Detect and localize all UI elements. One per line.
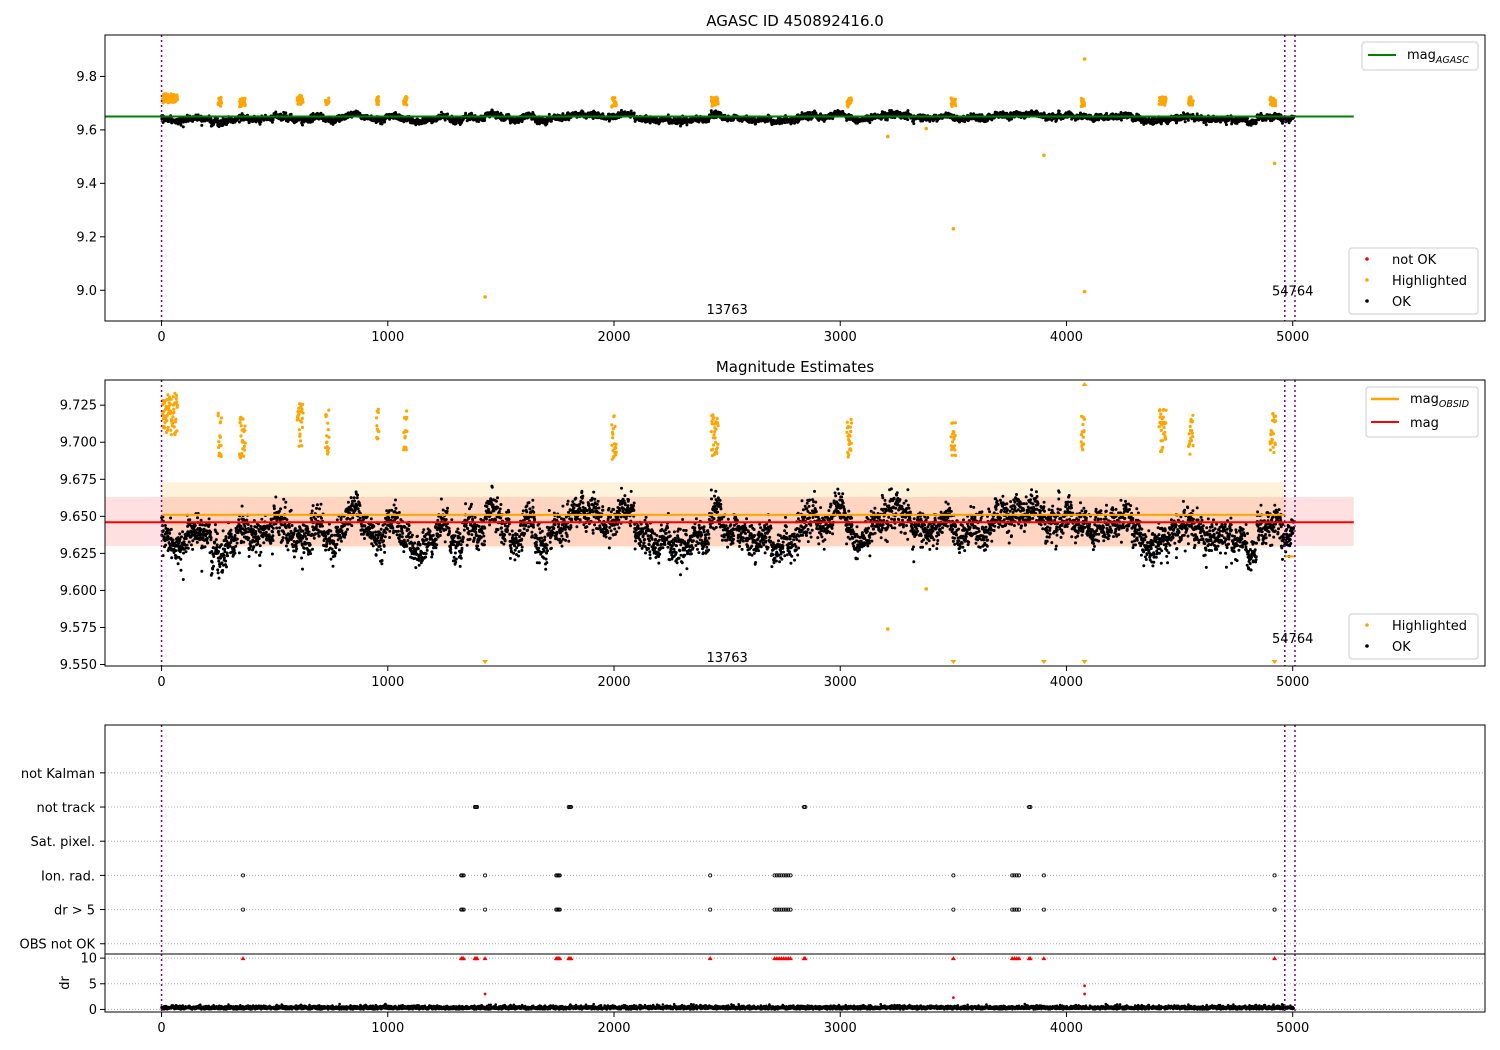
ok-point	[1204, 123, 1208, 127]
ok-point	[181, 125, 185, 129]
ok-point	[1119, 111, 1123, 114]
ok-point	[1281, 121, 1284, 125]
ok-point	[632, 111, 636, 115]
ok-point	[685, 123, 689, 127]
panel-agasc-title: AGASC ID 450892416.0	[706, 12, 884, 30]
ok-point	[200, 123, 204, 127]
ok-point	[1224, 123, 1228, 127]
ok-point	[284, 111, 288, 115]
ok-point	[259, 120, 263, 124]
ok-point	[179, 123, 183, 127]
ok-point	[464, 111, 468, 115]
ok-point	[274, 110, 278, 114]
ok-point	[289, 112, 293, 116]
ok-point	[912, 122, 916, 126]
ok-point	[383, 120, 387, 124]
ok-point	[906, 109, 910, 113]
ok-point	[885, 118, 889, 122]
ok-point	[1186, 118, 1190, 122]
ok-point	[868, 121, 872, 125]
ok-point	[1183, 120, 1187, 124]
ok-point	[547, 112, 551, 116]
ok-point	[906, 118, 910, 122]
ok-point	[1057, 109, 1061, 113]
ok-point	[1105, 111, 1108, 115]
ok-point	[258, 122, 262, 126]
ok-point	[546, 120, 549, 124]
panel-agasc-plot-area	[105, 35, 1354, 321]
ok-point	[209, 117, 213, 121]
ok-point	[215, 117, 219, 121]
ok-point	[301, 123, 304, 127]
panel-agasc: AGASC ID 450892416.0 9.09.29.49.69.8 0 10…	[76, 12, 1486, 345]
ok-point	[446, 112, 449, 116]
